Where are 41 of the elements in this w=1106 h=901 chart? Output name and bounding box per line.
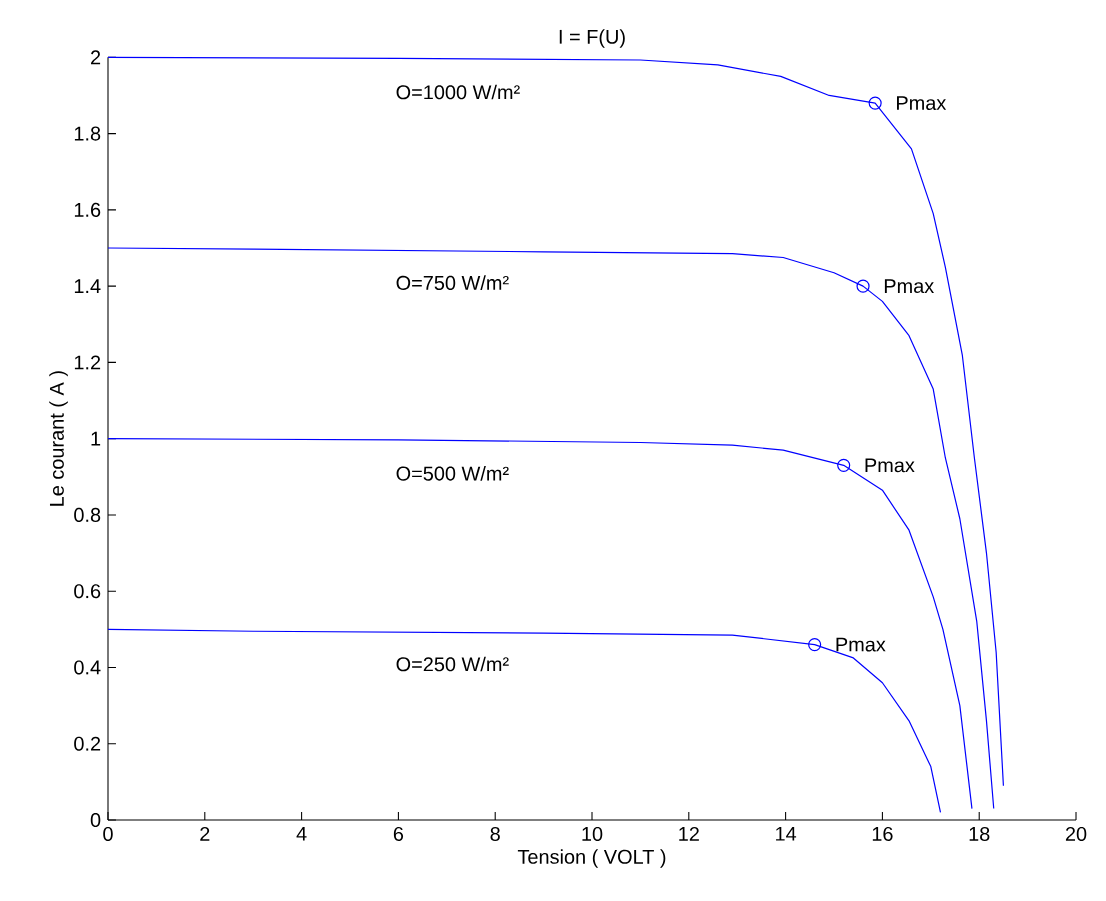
series-label: O=1000 W/m² [396, 84, 520, 100]
point [837, 458, 851, 472]
x-tick-label: 18 [969, 826, 990, 842]
x-tick-label: 8 [490, 826, 500, 842]
x-tick-label: 4 [296, 826, 307, 841]
point [856, 279, 870, 293]
point [808, 638, 822, 652]
series-label: O=750 W/m² [396, 275, 509, 290]
y-tick-label: 2 [91, 50, 101, 65]
line-series [107, 56, 1005, 787]
y-tick-label: 0 [90, 812, 101, 828]
y-tick-label: 0.2 [74, 736, 101, 751]
line-series [107, 438, 973, 810]
x-tick-label: 20 [1065, 826, 1087, 842]
point [868, 96, 882, 110]
x-tick-label: 2 [200, 826, 210, 841]
x-tick-label: 0 [103, 826, 113, 842]
x-tick-label: 12 [679, 826, 699, 841]
x-tick-label: 14 [776, 826, 797, 841]
x-tick-label: 16 [872, 826, 893, 842]
x-tick-label: 6 [393, 826, 404, 842]
y-tick-label: 1 [91, 431, 101, 446]
y-axis-title: Le courant ( A ) [49, 371, 68, 506]
y-tick-label: 0.8 [74, 507, 101, 522]
y-tick-label: 1.4 [74, 279, 101, 293]
y-tick-label: 0.4 [74, 660, 101, 675]
series-label: O=250 W/m² [396, 656, 509, 672]
y-tick-label: 0.6 [74, 584, 101, 599]
y-tick-label: 1.8 [74, 126, 101, 141]
y-tick-label: 1.2 [74, 355, 101, 370]
annotation: Pmax [836, 637, 886, 652]
x-tick-label: 10 [582, 826, 603, 842]
annotation: Pmax [865, 458, 915, 473]
chart-title: I = F(U) [559, 29, 625, 48]
y-tick-label: 1.6 [74, 202, 101, 217]
series-label: O=500 W/m² [396, 466, 509, 481]
x-axis-title: Tension ( VOLT ) [517, 849, 666, 868]
annotation: Pmax [884, 279, 935, 294]
annotation: Pmax [897, 96, 947, 111]
line-series [107, 247, 995, 810]
line-series [107, 628, 942, 813]
